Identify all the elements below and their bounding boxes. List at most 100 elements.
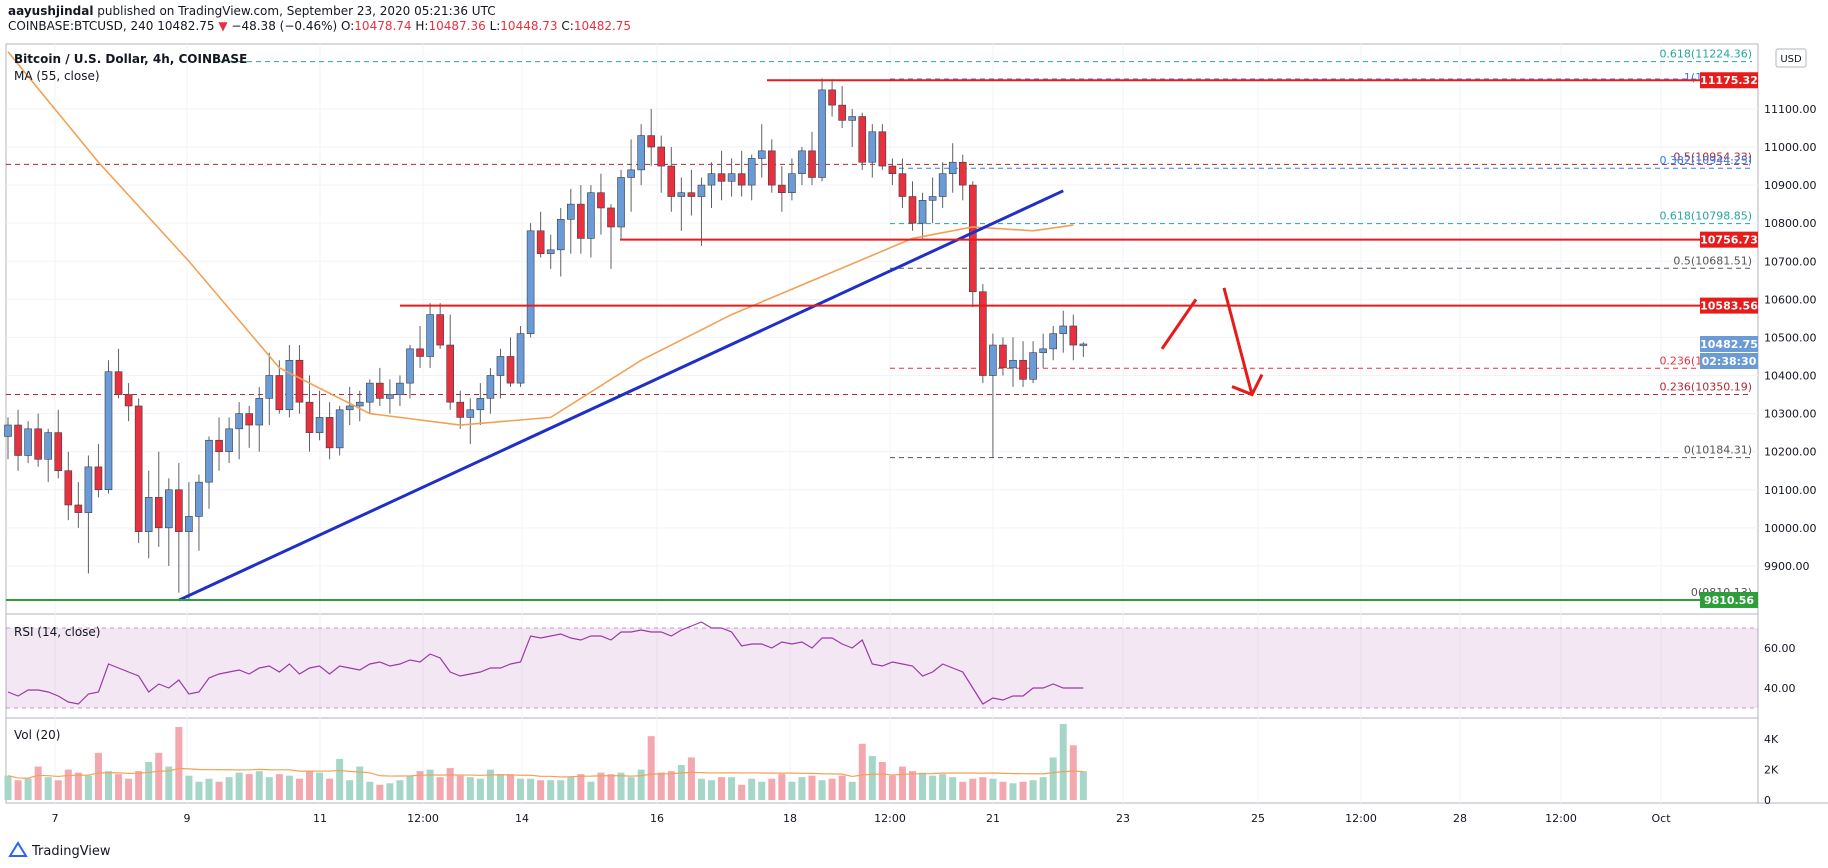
candle-body — [345, 405, 354, 411]
candle-body — [84, 466, 93, 513]
time-tick-label: Oct — [1651, 812, 1671, 825]
candle-body — [858, 116, 867, 163]
volume-bar — [1069, 745, 1077, 800]
volume-bar — [507, 774, 514, 800]
volume-bar — [175, 727, 183, 800]
publisher-name[interactable]: aayushjindal — [8, 4, 94, 18]
price-tag — [1700, 72, 1758, 89]
volume-bar — [396, 780, 404, 800]
price-tick-label: 11000.00 — [1764, 141, 1817, 154]
price-change: −48.38 (−0.46%) — [231, 19, 338, 33]
tradingview-logo[interactable]: TradingView — [8, 841, 111, 859]
volume-bar — [567, 777, 575, 800]
volume-bar — [205, 778, 213, 800]
price-tag-label: 10756.73 — [1700, 234, 1758, 247]
candle-body — [436, 314, 444, 346]
candle-body — [24, 428, 32, 456]
candle — [587, 185, 595, 258]
candle-body — [918, 200, 927, 224]
candle-body — [4, 424, 12, 437]
volume-bar — [647, 736, 655, 800]
price-tags: 11175.32 10756.73 10583.56 10482.75 02:38:30… — [1700, 72, 1758, 608]
candle — [134, 398, 143, 544]
candle — [999, 337, 1007, 376]
axis-labels: 9900.00 10000.00 10100.00 10200.00 10300.00 1… — [52, 103, 1817, 825]
candle-body — [305, 401, 314, 433]
candle-body — [948, 161, 957, 174]
candle-body — [195, 481, 203, 517]
candle-body — [1039, 348, 1047, 353]
candle — [185, 482, 193, 601]
price-tag — [1700, 352, 1758, 369]
candle — [285, 345, 294, 418]
candle — [14, 409, 22, 471]
candle-body — [677, 192, 686, 197]
candle — [315, 390, 324, 441]
candle-body — [456, 401, 465, 418]
volume-bar — [225, 777, 233, 800]
rsi-band — [6, 628, 1758, 708]
candle-body — [34, 428, 42, 460]
candle-body — [798, 150, 806, 174]
volume-bar — [587, 781, 595, 800]
volume-bar — [115, 774, 123, 800]
volume-bar — [607, 774, 615, 800]
volume-bar — [657, 772, 665, 800]
volume-bar — [838, 775, 846, 800]
candle — [376, 367, 384, 406]
candle-body — [647, 135, 656, 148]
price-tag-label: 9810.56 — [1704, 594, 1754, 607]
candle — [908, 181, 917, 231]
volume-bar — [929, 775, 937, 800]
volume-bar — [818, 780, 826, 800]
candle — [175, 463, 183, 593]
volume-bar — [265, 777, 273, 800]
candle — [888, 158, 897, 186]
candle-body — [74, 504, 83, 513]
candle-body — [938, 173, 947, 197]
candle — [124, 383, 133, 422]
candle-body — [416, 348, 424, 357]
candle — [114, 348, 123, 399]
candle — [617, 169, 625, 239]
candle — [1079, 342, 1088, 357]
volume-bar — [426, 769, 434, 800]
candle — [506, 337, 515, 387]
volume-bar — [356, 766, 364, 800]
candle — [948, 143, 957, 193]
rsi-legend: RSI (14, close) — [14, 625, 100, 639]
candle — [205, 436, 213, 509]
volume-bar — [34, 766, 42, 800]
volume-bar — [768, 778, 776, 800]
price-tick-label: 10700.00 — [1764, 255, 1817, 268]
price-tick-label: 10200.00 — [1764, 446, 1817, 459]
candle-body — [707, 173, 716, 186]
volume-bar — [517, 778, 525, 800]
volume-bar — [476, 778, 484, 800]
volume-bar — [637, 769, 645, 800]
candle-body — [587, 192, 595, 239]
volume-bar — [858, 743, 866, 800]
tradingview-logo-icon — [8, 841, 28, 857]
candle — [828, 79, 836, 117]
time-tick-label: 18 — [783, 812, 797, 825]
volume-bar — [939, 774, 947, 800]
price-tick-label: 10800.00 — [1764, 217, 1817, 230]
time-tick-label: 11 — [313, 812, 327, 825]
volume-bar — [54, 780, 62, 800]
volume-bar — [878, 762, 886, 800]
volume-bar — [245, 774, 253, 800]
price-tick-label: 10500.00 — [1764, 331, 1817, 344]
candle — [426, 303, 434, 368]
fib-label: 0.382(10944.25) — [1659, 154, 1752, 167]
candle-body — [737, 173, 746, 186]
candle — [416, 326, 424, 368]
candle — [386, 379, 394, 414]
fib-label: 0(10184.31) — [1684, 444, 1752, 457]
price-tag-label: 10583.56 — [1700, 300, 1758, 313]
volume-bar — [537, 780, 545, 800]
currency-badge[interactable] — [1775, 48, 1807, 68]
candle — [1059, 310, 1068, 353]
forecast-up-line — [1160, 298, 1198, 350]
